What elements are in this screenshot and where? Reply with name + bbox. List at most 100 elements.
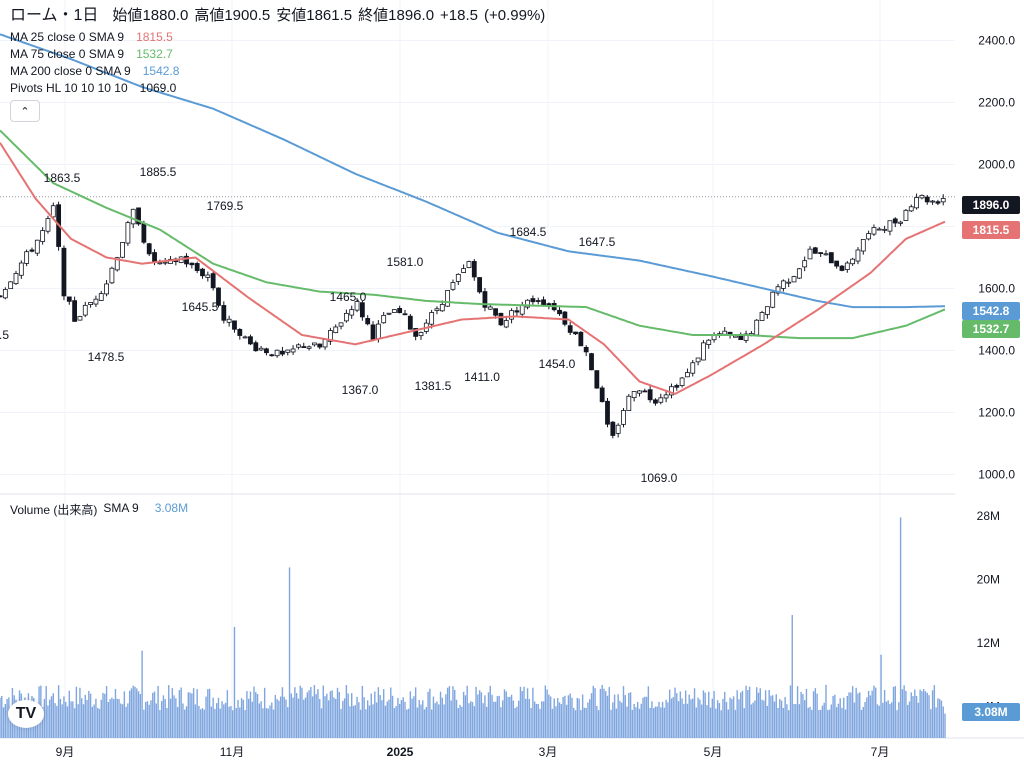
- collapse-legend-button[interactable]: ⌃: [10, 100, 40, 122]
- volume-bar: [676, 693, 678, 738]
- volume-bar: [118, 699, 120, 738]
- volume-bar: [590, 693, 593, 738]
- volume-bar: [285, 699, 287, 738]
- volume-bar: [281, 687, 284, 738]
- candle-up: [626, 395, 632, 412]
- volume-bar: [573, 707, 575, 738]
- candle-up: [866, 233, 872, 240]
- volume-bar: [628, 692, 630, 738]
- indicator-ma200[interactable]: MA 200 close 0 SMA 9 1542.8: [10, 62, 545, 79]
- volume-bar: [940, 700, 943, 738]
- volume-bar: [869, 695, 872, 738]
- volume-bar: [320, 708, 323, 738]
- volume-bar: [484, 695, 486, 738]
- volume-bar: [521, 691, 523, 738]
- candle-up: [13, 273, 19, 285]
- candle-up: [354, 301, 360, 311]
- volume-bar: [381, 700, 383, 738]
- volume-bar: [287, 707, 289, 738]
- volume-bar: [303, 699, 305, 738]
- volume-bar: [363, 697, 365, 738]
- volume-bar: [930, 709, 932, 738]
- volume-bar: [615, 708, 618, 738]
- volume-bar: [271, 702, 273, 738]
- candle-down: [605, 400, 610, 425]
- ma75-price-tag: 1532.7: [962, 320, 1020, 338]
- volume-bar: [693, 688, 696, 738]
- candle-up: [908, 206, 914, 212]
- candle-down: [29, 249, 35, 252]
- pivot-label: 1863.5: [44, 171, 81, 185]
- volume-bar: [406, 709, 408, 738]
- pivot-label: 1069.0: [641, 471, 678, 485]
- volume-bar: [223, 704, 225, 738]
- indicator-ma75[interactable]: MA 75 close 0 SMA 9 1532.7: [10, 45, 545, 62]
- volume-bar: [802, 694, 804, 738]
- candle-down: [834, 260, 840, 267]
- volume-bar: [814, 688, 817, 738]
- candle-down: [477, 277, 483, 293]
- volume-bar: [738, 699, 740, 738]
- volume-bar: [512, 700, 515, 738]
- volume-bar: [544, 685, 547, 738]
- indicator-ma25[interactable]: MA 25 close 0 SMA 9 1815.5: [10, 28, 545, 45]
- candle-up: [770, 291, 776, 308]
- volume-bar: [816, 693, 818, 738]
- candle-down: [407, 315, 413, 330]
- candle-down: [498, 312, 504, 326]
- indicator-pivots[interactable]: Pivots HL 10 10 10 10 1069.0: [10, 79, 545, 96]
- volume-bar: [533, 701, 536, 738]
- volume-bar: [834, 694, 836, 738]
- volume-bar: [651, 701, 653, 738]
- volume-bar: [422, 700, 424, 738]
- volume-bar: [937, 698, 939, 738]
- tradingview-logo-icon[interactable]: TV: [8, 700, 44, 728]
- volume-bar: [153, 691, 156, 738]
- candle-up: [338, 322, 344, 327]
- volume-bar: [43, 698, 46, 738]
- volume-bar: [228, 706, 230, 738]
- volume-bar: [697, 697, 699, 738]
- volume-legend[interactable]: Volume (出来高) SMA 9 3.08M: [10, 501, 188, 518]
- candle-up: [786, 281, 792, 284]
- candle-up: [93, 298, 99, 305]
- candle-up: [844, 262, 850, 270]
- volume-bar: [741, 690, 744, 738]
- volume-bar: [402, 697, 404, 738]
- volume-bar: [162, 695, 165, 738]
- volume-bar: [548, 694, 550, 738]
- volume-bar: [644, 696, 646, 738]
- volume-bar: [580, 710, 582, 738]
- candle-up: [823, 253, 829, 256]
- candle-up: [130, 208, 136, 225]
- volume-bar: [924, 691, 927, 738]
- volume-bar: [931, 690, 934, 738]
- volume-bar: [850, 692, 852, 738]
- candle-up: [919, 194, 925, 199]
- volume-bar: [45, 685, 47, 738]
- candle-up: [887, 220, 893, 232]
- volume-bar: [656, 706, 658, 738]
- volume-bar: [368, 705, 371, 738]
- volume-bar: [82, 704, 85, 738]
- volume-bar: [919, 689, 921, 738]
- volume-bar: [889, 703, 891, 738]
- volume-bar: [860, 709, 863, 738]
- volume-bar: [216, 703, 218, 738]
- candle-up: [759, 312, 765, 321]
- candle-up: [2, 289, 8, 299]
- candle-up: [258, 347, 264, 351]
- candle-up: [109, 267, 115, 284]
- volume-bar: [901, 689, 904, 738]
- candle-down: [61, 247, 67, 297]
- candle-down: [210, 273, 216, 289]
- volume-bar: [642, 697, 644, 738]
- symbol-title[interactable]: ローム・1日: [10, 7, 99, 24]
- volume-bar: [72, 701, 74, 738]
- volume-bar: [295, 693, 298, 738]
- candle-up: [903, 209, 909, 221]
- volume-bar: [601, 684, 603, 738]
- candle-up: [391, 309, 397, 313]
